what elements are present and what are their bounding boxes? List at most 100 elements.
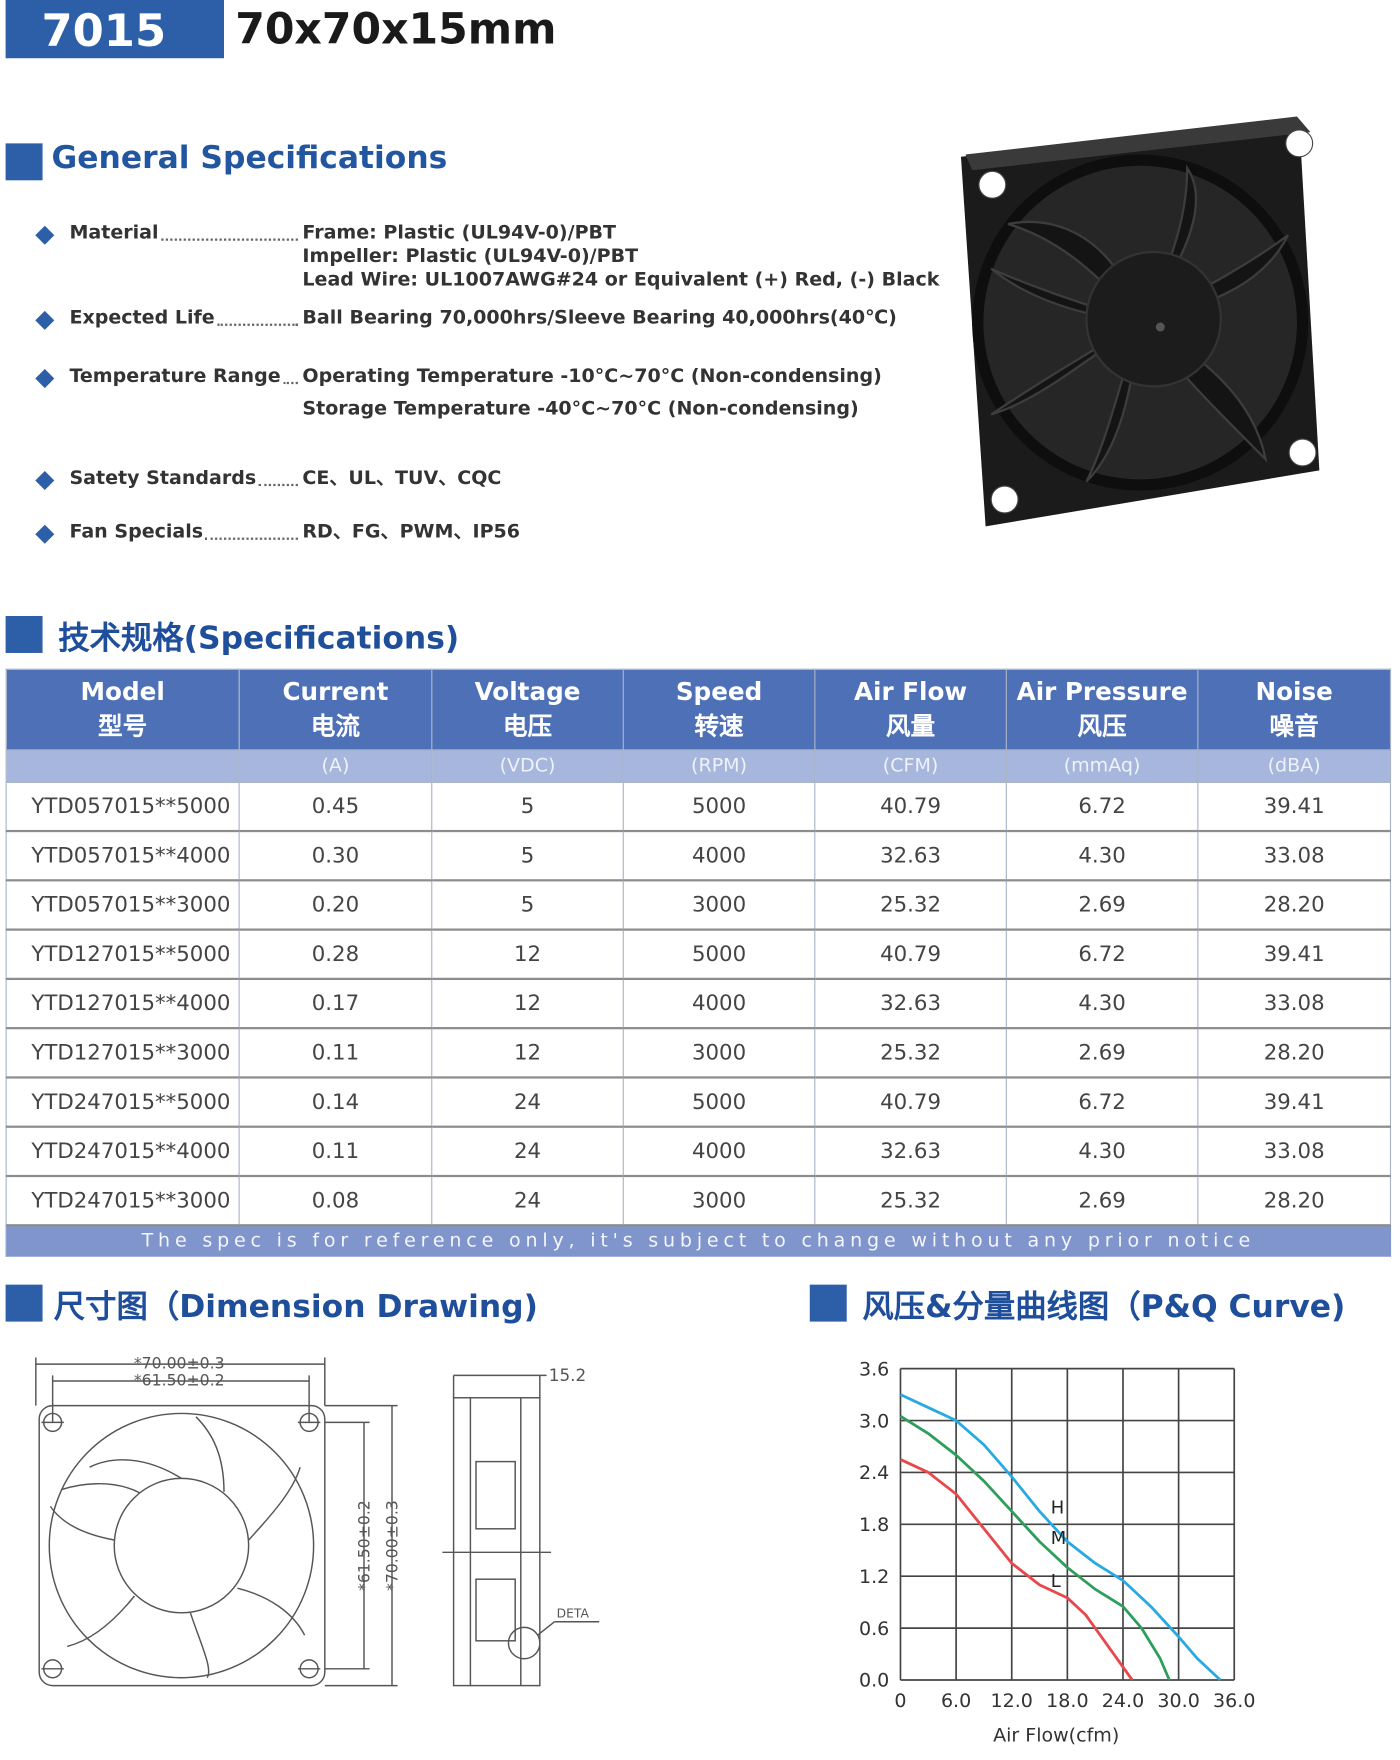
cell: 2.69 (1005, 1175, 1199, 1227)
cell: 6.72 (1005, 781, 1199, 833)
section-marker (5, 143, 43, 181)
y-tick-label: 2.4 (859, 1462, 889, 1484)
curve (899, 1393, 1222, 1682)
curve-label: H (1051, 1498, 1064, 1519)
unit-row: (A) (VDC) (RPM) (CFM) (mmAq) (dBA) (5, 749, 1392, 783)
note-row: The spec is for reference only, it's sub… (5, 1224, 1392, 1257)
cell: 40.79 (814, 929, 1007, 981)
cell: 24 (431, 1126, 624, 1178)
column-header: Noise 噪音 (1197, 668, 1392, 751)
cell: 33.08 (1197, 978, 1392, 1030)
cell: 5 (431, 830, 624, 882)
cell: 32.63 (814, 978, 1007, 1030)
cell: 28.20 (1197, 1027, 1392, 1079)
column-header: Model 型号 (5, 668, 240, 751)
x-tick-label: 18.0 (1046, 1690, 1088, 1712)
spec-value: Frame: Plastic (UL94V-0)/PBT (302, 221, 617, 245)
x-tick-label: 0 (894, 1690, 906, 1712)
cell: YTD057015**5000 (5, 781, 240, 833)
cell: 12 (431, 1027, 624, 1079)
cell: 4000 (622, 1126, 816, 1178)
column-en: Model (80, 678, 165, 707)
y-tick-label: 1.2 (859, 1566, 889, 1588)
column-cn: 风量 (885, 712, 936, 741)
cell: 0.17 (238, 978, 433, 1030)
x-tick-label: 36.0 (1213, 1690, 1255, 1712)
x-tick-label: 6.0 (941, 1690, 971, 1712)
x-axis-label: Air Flow(cfm) (993, 1725, 1119, 1747)
cell: 0.08 (238, 1175, 433, 1227)
section-marker (5, 616, 43, 653)
cell: 3000 (622, 879, 816, 931)
cell: 0.11 (238, 1027, 433, 1079)
spec-value: RD、FG、PWM、IP56 (302, 520, 521, 544)
cell: YTD127015**5000 (5, 929, 240, 981)
cell: 6.72 (1005, 929, 1199, 981)
curve (899, 1415, 1171, 1681)
y-tick-label: 3.0 (859, 1410, 889, 1432)
cell: 0.14 (238, 1076, 433, 1128)
y-tick-label: 0.6 (859, 1618, 889, 1640)
spec-table: Model 型号 Current 电流 Voltage 电压 Speed 转速 Air Flow… (5, 668, 1392, 1257)
x-tick-label: 12.0 (991, 1690, 1033, 1712)
cell: 6.72 (1005, 1076, 1199, 1128)
cell: 4000 (622, 830, 816, 882)
cell: 5 (431, 879, 624, 931)
spec-label: Temperature Range (69, 365, 281, 388)
column-en: Noise (1255, 678, 1333, 707)
cell: 12 (431, 929, 624, 981)
section-title: 技术规格(Specifications) (58, 619, 460, 657)
column-cn: 转速 (694, 712, 744, 741)
x-tick-label: 30.0 (1157, 1690, 1199, 1712)
spec-value: Storage Temperature -40°C~70°C (Non-cond… (302, 397, 859, 420)
cell: YTD247015**3000 (5, 1175, 240, 1227)
unit: (A) (238, 749, 433, 783)
cell: YTD247015**4000 (5, 1126, 240, 1178)
section-title: 尺寸图（Dimension Drawing) (53, 1288, 538, 1325)
unit (5, 749, 240, 783)
pq-chart: 0.0 0.6 1.2 1.8 2.4 3.0 3.6 0 6.0 12.0 18.0 24.0 30.… (859, 1358, 1255, 1746)
cell: 12 (431, 978, 624, 1030)
data-row: YTD247015**4000 0.11 24 4000 32.63 4.30 33.08 (5, 1126, 1392, 1178)
cell: 25.32 (814, 879, 1007, 931)
cell: 4000 (622, 978, 816, 1030)
cell: YTD247015**5000 (5, 1076, 240, 1128)
column-header: Current 电流 (238, 668, 433, 751)
cell: 24 (431, 1076, 624, 1128)
data-row: YTD127015**4000 0.17 12 4000 32.63 4.30 33.08 (5, 978, 1392, 1030)
cell: 5000 (622, 1076, 816, 1128)
data-row: YTD127015**5000 0.28 12 5000 40.79 6.72 39.41 (5, 929, 1392, 981)
cell: YTD127015**4000 (5, 978, 240, 1030)
cell: 28.20 (1197, 1175, 1392, 1227)
curve (899, 1458, 1134, 1681)
data-row: YTD057015**4000 0.30 5 4000 32.63 4.30 33.08 (5, 830, 1392, 882)
column-en: Voltage (474, 678, 581, 707)
model-badge: 7015 (5, 0, 224, 59)
cell: 4.30 (1005, 978, 1199, 1030)
data-row: YTD057015**5000 0.45 5 5000 40.79 6.72 39.41 (5, 781, 1392, 833)
cell: 2.69 (1005, 879, 1199, 931)
cell: YTD057015**3000 (5, 879, 240, 931)
fan-photo (960, 116, 1320, 527)
leader (216, 323, 298, 326)
spec-value: CE、UL、TUV、CQC (302, 467, 502, 490)
cell: 39.41 (1197, 929, 1392, 981)
y-tick-label: 1.8 (859, 1514, 889, 1536)
dim-hole-vertical: *61.50±0.2 (355, 1500, 374, 1591)
column-en: Air Flow (853, 678, 968, 707)
cell: 3000 (622, 1027, 816, 1079)
cell: 40.79 (814, 781, 1007, 833)
data-row: YTD057015**3000 0.20 5 3000 25.32 2.69 28.20 (5, 879, 1392, 931)
unit: (VDC) (431, 749, 624, 783)
cell: 0.30 (238, 830, 433, 882)
cell: 3000 (622, 1175, 816, 1227)
dim-depth: 15.2 (549, 1365, 586, 1385)
leader (258, 483, 298, 487)
spec-value: Operating Temperature -10°C~70°C (Non-co… (302, 365, 882, 388)
cell: 4.30 (1005, 1126, 1199, 1178)
cell: 25.32 (814, 1175, 1007, 1227)
spec-label: Satety Standards (69, 467, 257, 490)
column-cn: 电压 (502, 712, 553, 741)
